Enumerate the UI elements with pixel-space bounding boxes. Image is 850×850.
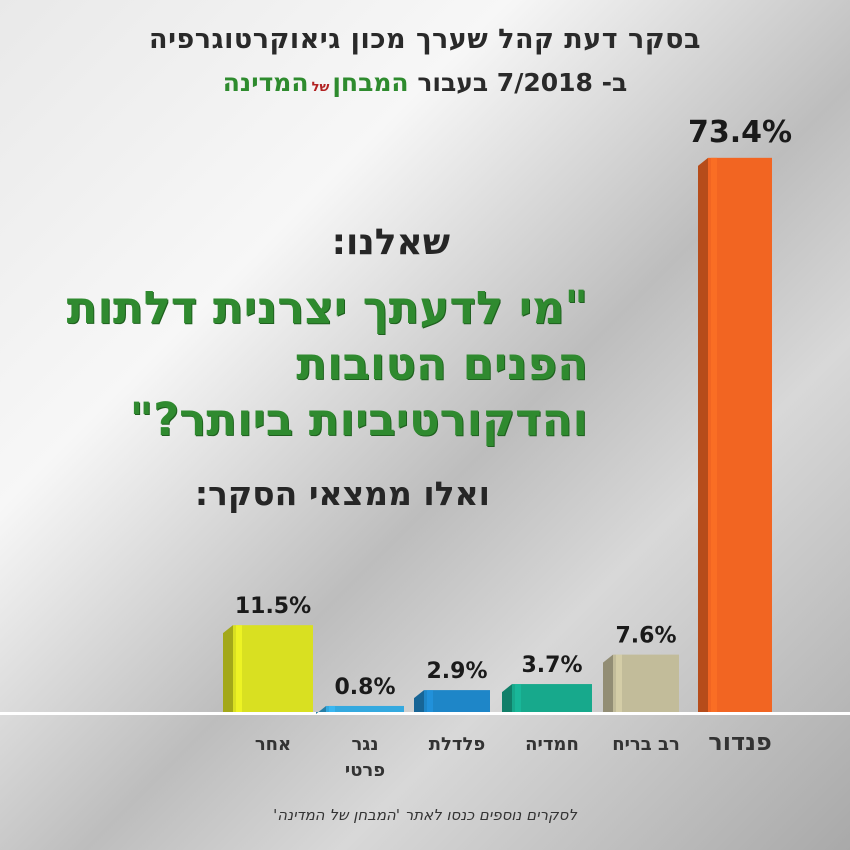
value-label: 0.8%: [334, 675, 395, 700]
bar-highlight: [616, 654, 622, 712]
survey-header-line2: ב- 7/2018 בעבור המבחןשלהמדינה: [0, 68, 850, 97]
value-label: 2.9%: [426, 659, 487, 684]
survey-date-text: ב- 7/2018 בעבור: [417, 68, 628, 97]
value-label: 73.4%: [688, 115, 792, 150]
category-label: פנדור: [708, 728, 771, 756]
category-label: רב בריח: [612, 734, 680, 755]
bar: [613, 654, 679, 712]
brand-name-part2: המדינה: [222, 68, 309, 97]
chart-baseline: [0, 712, 850, 715]
bar: [326, 705, 404, 712]
brand-name-part1: המבחן: [332, 68, 409, 97]
category-label: פרטי: [345, 760, 385, 781]
value-label: 11.5%: [235, 594, 311, 619]
question-intro: שאלנו:: [331, 222, 450, 263]
bar-side: [223, 625, 233, 712]
bar: [708, 157, 772, 712]
brand-name-of: של: [311, 80, 330, 95]
bar-group: [502, 684, 592, 712]
survey-question: "מי לדעתך יצרנית דלתות הפנים הטובות והדק…: [66, 281, 588, 446]
bar-highlight: [515, 684, 521, 712]
value-label: 3.7%: [521, 653, 582, 678]
bar-highlight: [236, 625, 242, 712]
bar: [233, 625, 313, 712]
bar-group: [698, 157, 772, 712]
bar-side: [502, 684, 512, 712]
bar: [424, 690, 490, 712]
bar-side: [603, 654, 613, 712]
footer-note: לסקרים נוספים כנסו לאתר 'המבחן של המדינה…: [273, 806, 577, 824]
results-intro: ואלו ממצאי הסקר:: [194, 474, 490, 513]
bar: [512, 684, 592, 712]
bar-highlight: [329, 705, 335, 712]
bar-highlight: [427, 690, 433, 712]
bar-side: [698, 157, 708, 712]
category-label: אחר: [255, 734, 291, 755]
bar-side: [316, 705, 326, 714]
category-label: פלדלת: [429, 734, 486, 755]
bar-group: [414, 690, 490, 712]
survey-header-line1: בסקר דעת קהל שערך מכון גיאוקרטוגרפיה: [149, 24, 701, 55]
bar-group: [223, 625, 313, 712]
value-label: 7.6%: [615, 624, 676, 649]
bar-group: [316, 705, 404, 714]
bar-highlight: [711, 157, 717, 712]
category-label: נגר: [351, 734, 378, 755]
category-label: חמדיה: [525, 734, 579, 755]
bar-group: [603, 654, 679, 712]
bar-side: [414, 690, 424, 712]
